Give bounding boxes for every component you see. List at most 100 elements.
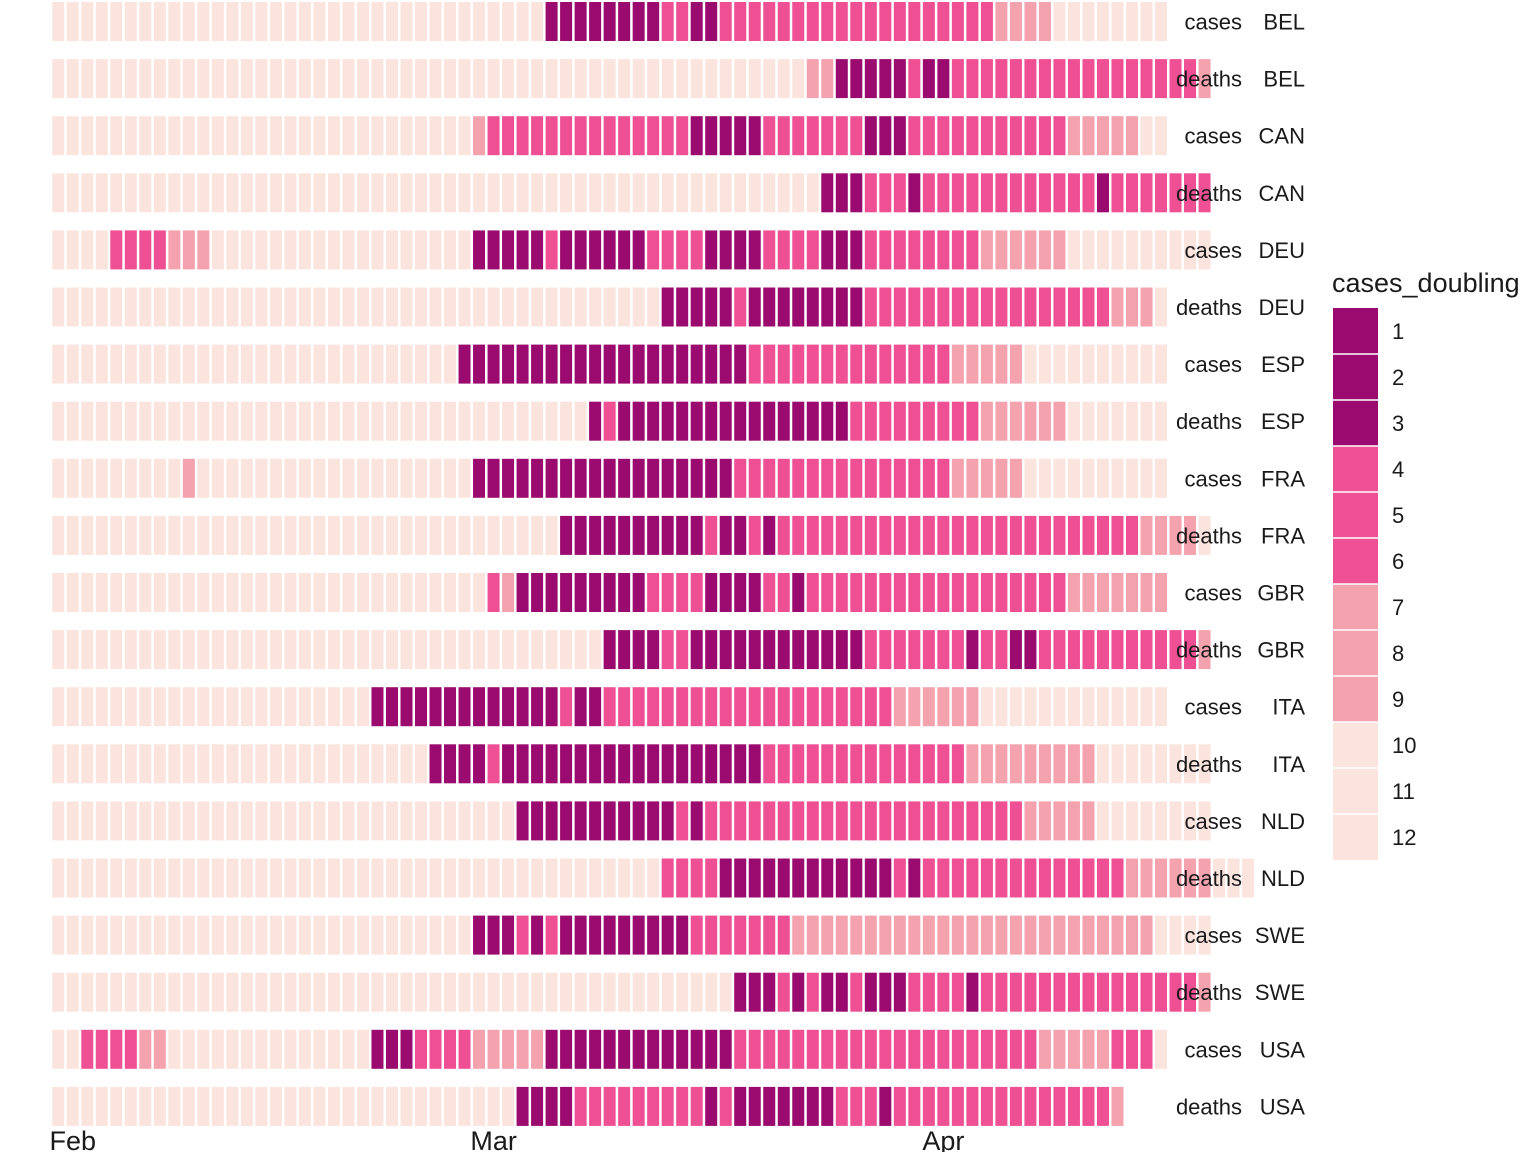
heatmap-cell [792, 687, 805, 727]
heatmap-cell [516, 287, 529, 327]
legend-label: 12 [1392, 825, 1416, 850]
heatmap-cell [400, 915, 413, 955]
heatmap-cell [182, 1086, 195, 1126]
heatmap-cell [400, 1086, 413, 1126]
heatmap-cell [458, 230, 471, 270]
heatmap-cell [1067, 173, 1080, 213]
heatmap-cell [52, 116, 65, 156]
heatmap-cell [1155, 287, 1168, 327]
heatmap-cell [240, 1086, 253, 1126]
heatmap-cell [777, 915, 790, 955]
heatmap-cell [313, 515, 326, 555]
heatmap-cell [284, 173, 297, 213]
heatmap-cell [400, 1029, 413, 1069]
legend-label: 7 [1392, 595, 1404, 620]
heatmap-cell [255, 915, 268, 955]
heatmap-cell [806, 687, 819, 727]
heatmap-cell [690, 2, 703, 41]
heatmap-cell [168, 915, 181, 955]
heatmap-cell [1009, 1086, 1022, 1126]
heatmap-cell [980, 401, 993, 441]
heatmap-cell [603, 458, 616, 498]
heatmap-cell [240, 801, 253, 841]
heatmap-cell [255, 59, 268, 99]
heatmap-cell [806, 458, 819, 498]
heatmap-cell [327, 401, 340, 441]
row-label-measure: cases [1185, 1037, 1242, 1062]
heatmap-cell [284, 915, 297, 955]
heatmap-cell [1111, 401, 1124, 441]
heatmap-cell [1184, 801, 1197, 841]
heatmap-cell [342, 458, 355, 498]
heatmap-cell [908, 515, 921, 555]
heatmap-cell [327, 59, 340, 99]
heatmap-cell [850, 1029, 863, 1069]
heatmap-cell [371, 173, 384, 213]
heatmap-cell [400, 173, 413, 213]
legend-label: 9 [1392, 687, 1404, 712]
heatmap-cell [444, 801, 457, 841]
heatmap-cell [821, 972, 834, 1012]
heatmap-cell [1184, 173, 1197, 213]
heatmap-cell [763, 515, 776, 555]
heatmap-cell [226, 230, 239, 270]
heatmap-cell [342, 401, 355, 441]
heatmap-cell [1169, 59, 1182, 99]
heatmap-cell [908, 2, 921, 41]
heatmap-cell [545, 230, 558, 270]
heatmap-cell [618, 915, 631, 955]
heatmap-cell [603, 744, 616, 784]
heatmap-cell [1096, 287, 1109, 327]
heatmap-cell [240, 173, 253, 213]
heatmap-cell [444, 515, 457, 555]
heatmap-cell [864, 230, 877, 270]
heatmap-cell [1184, 858, 1197, 898]
heatmap-cell [284, 515, 297, 555]
heatmap-cell [545, 515, 558, 555]
heatmap-cell [1082, 1086, 1095, 1126]
heatmap-cell [1009, 344, 1022, 384]
heatmap-cell [748, 458, 761, 498]
heatmap-cell [66, 116, 79, 156]
heatmap-cell [298, 972, 311, 1012]
heatmap-cell [908, 59, 921, 99]
heatmap-cell [226, 458, 239, 498]
heatmap-cell [1140, 173, 1153, 213]
heatmap-cell [139, 687, 152, 727]
heatmap-cell [545, 915, 558, 955]
heatmap-cell [110, 59, 123, 99]
heatmap-cell [139, 116, 152, 156]
heatmap-cell [748, 116, 761, 156]
heatmap-cell [81, 116, 94, 156]
heatmap-cell [922, 972, 935, 1012]
heatmap-cell [124, 630, 137, 670]
heatmap-cell [748, 744, 761, 784]
heatmap-cell [197, 344, 210, 384]
heatmap-cell [531, 573, 544, 612]
heatmap-cell [168, 287, 181, 327]
heatmap-cell [821, 915, 834, 955]
heatmap-cell [385, 1086, 398, 1126]
heatmap-cell [864, 972, 877, 1012]
heatmap-cell [661, 915, 674, 955]
heatmap-cell [1038, 1086, 1051, 1126]
heatmap-cell [284, 287, 297, 327]
heatmap-cell [1111, 458, 1124, 498]
heatmap-cell [777, 230, 790, 270]
heatmap-cell [66, 344, 79, 384]
heatmap-cell [618, 344, 631, 384]
heatmap-cell [473, 915, 486, 955]
heatmap-cell [429, 230, 442, 270]
heatmap-cell [385, 173, 398, 213]
heatmap-cell [1067, 458, 1080, 498]
heatmap-cell [560, 173, 573, 213]
heatmap-cell [182, 230, 195, 270]
heatmap-cell [676, 344, 689, 384]
row-label-country: ESP [1261, 352, 1305, 377]
heatmap-cell [226, 1029, 239, 1069]
heatmap-cell [864, 801, 877, 841]
heatmap-cell [545, 2, 558, 41]
heatmap-cell [661, 287, 674, 327]
heatmap-cell [269, 972, 282, 1012]
heatmap-cell [342, 858, 355, 898]
